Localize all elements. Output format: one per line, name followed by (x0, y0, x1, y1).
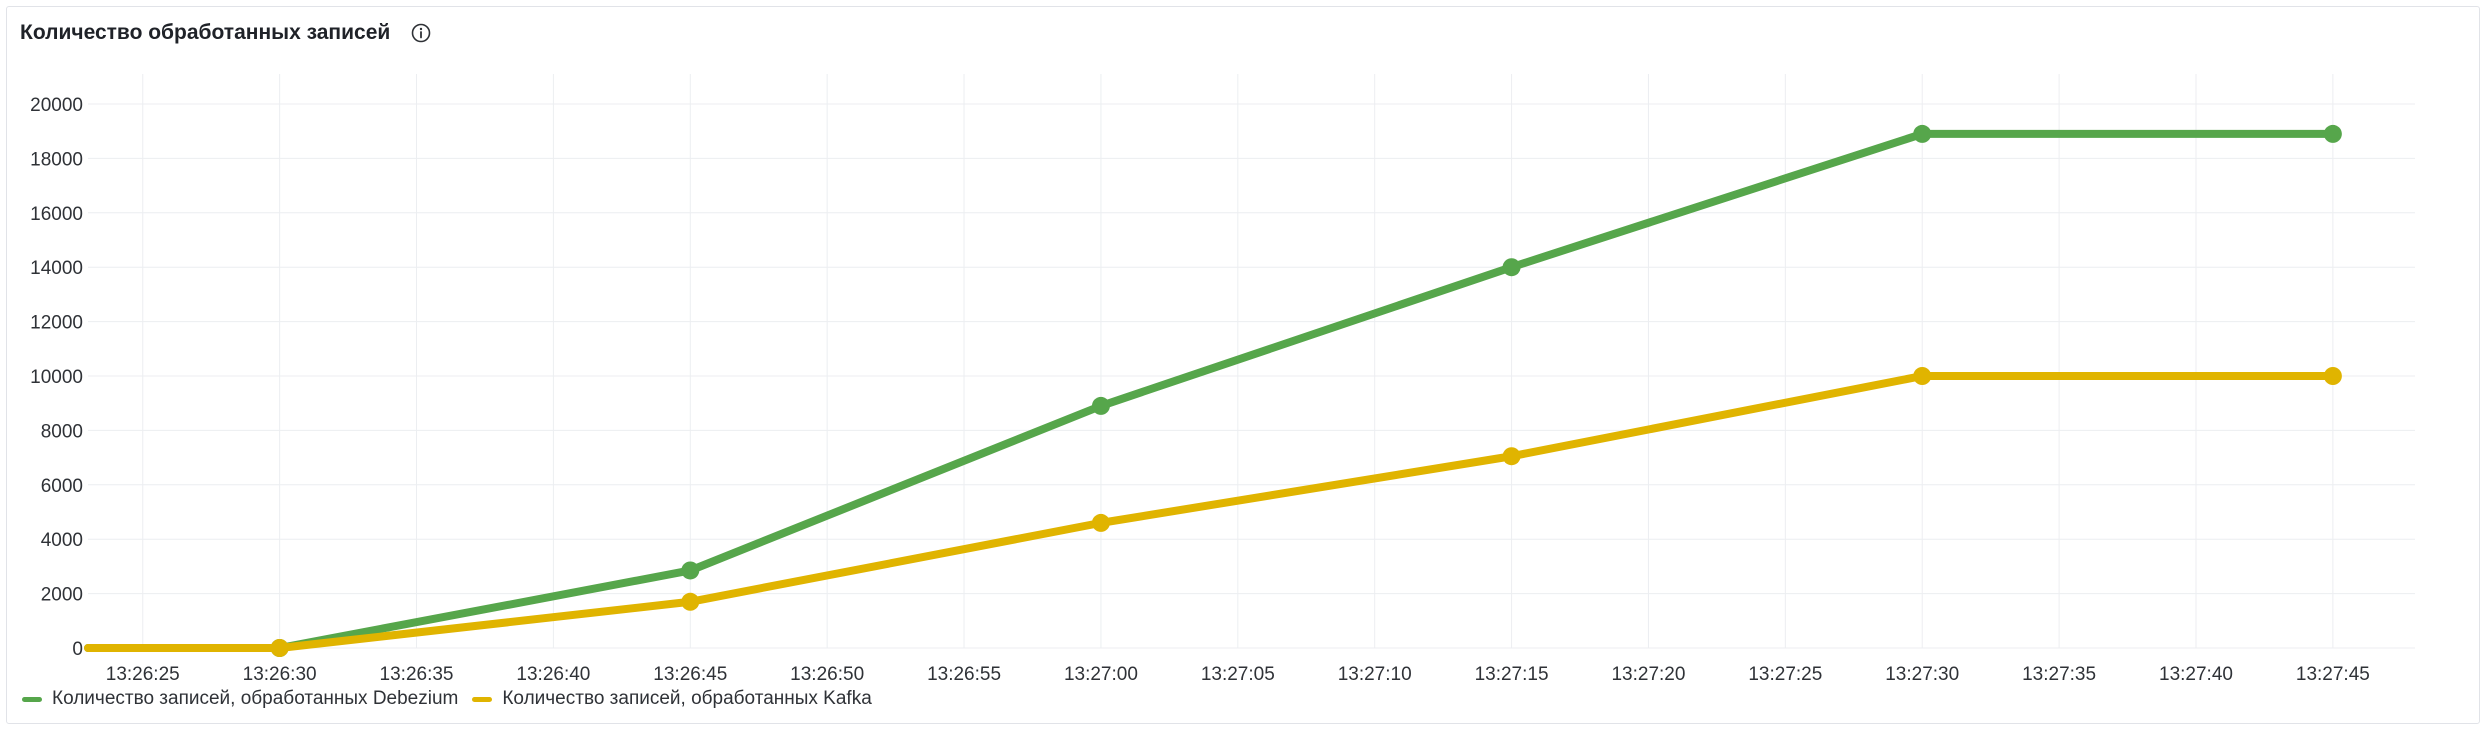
data-point (2323, 367, 2342, 385)
data-point (1502, 258, 1521, 277)
x-tick-label: 13:27:05 (1201, 664, 1275, 685)
x-tick-label: 13:27:45 (2296, 664, 2370, 685)
x-tick-label: 13:26:35 (380, 664, 454, 685)
x-tick-label: 13:26:55 (927, 664, 1001, 685)
legend-label: Количество записей, обработанных Debeziu… (52, 688, 459, 709)
data-point (2323, 124, 2342, 143)
x-tick-label: 13:27:15 (1475, 664, 1549, 685)
y-tick-label: 10000 (30, 367, 83, 388)
info-circle-icon[interactable] (410, 22, 432, 44)
legend-item[interactable]: Количество записей, обработанных Debeziu… (22, 688, 458, 710)
y-axis: 0 2000 4000 6000 8000 10000 12000 14000 16000 180… (30, 95, 83, 660)
y-tick-label: 14000 (30, 258, 83, 279)
data-point (1913, 124, 1932, 143)
x-tick-label: 13:26:50 (790, 664, 864, 685)
y-tick-label: 0 (72, 639, 83, 660)
legend: Количество записей, обработанных Debeziu… (22, 688, 872, 710)
data-point (681, 592, 700, 611)
x-tick-label: 13:27:20 (1611, 664, 1685, 685)
legend-label: Количество записей, обработанных Kafka (502, 688, 872, 709)
y-tick-label: 8000 (41, 421, 83, 442)
x-tick-label: 13:27:10 (1338, 664, 1412, 685)
x-tick-label: 13:27:30 (1885, 664, 1959, 685)
x-tick-label: 13:27:25 (1748, 664, 1822, 685)
legend-swatch (472, 696, 493, 702)
x-tick-label: 13:26:25 (106, 664, 180, 685)
x-tick-label: 13:27:00 (1064, 664, 1138, 685)
panel-title: Количество обработанных записей (20, 21, 391, 44)
data-point (681, 561, 700, 580)
y-tick-label: 2000 (41, 585, 83, 606)
series-line (84, 372, 2337, 652)
x-tick-label: 13:27:40 (2159, 664, 2233, 685)
data-point (270, 639, 289, 657)
y-tick-label: 18000 (30, 149, 83, 170)
series-1 (84, 124, 2342, 657)
series-layer (84, 124, 2342, 657)
x-tick-label: 13:26:30 (243, 664, 317, 685)
series-2 (84, 367, 2342, 657)
x-tick-label: 13:26:45 (653, 664, 727, 685)
legend-item[interactable]: Количество записей, обработанных Kafka (472, 688, 872, 710)
grid (88, 74, 2415, 649)
y-tick-label: 12000 (30, 313, 83, 334)
chart-panel: Количество обработанных записей (6, 6, 2480, 724)
y-tick-label: 20000 (30, 95, 83, 116)
panel-header: Количество обработанных записей (20, 21, 432, 45)
data-point (1502, 447, 1521, 466)
data-point (1091, 513, 1110, 532)
legend-swatch (22, 696, 42, 702)
x-tick-label: 13:26:40 (516, 664, 590, 685)
x-axis: 13:26:25 13:26:30 13:26:35 13:26:40 13:26:45… (106, 664, 2370, 685)
y-tick-label: 16000 (30, 204, 83, 225)
y-tick-label: 4000 (41, 530, 83, 551)
x-tick-label: 13:27:35 (2022, 664, 2096, 685)
data-point (1913, 367, 1932, 385)
series-line (84, 129, 2337, 652)
data-point (1091, 396, 1110, 415)
y-tick-label: 6000 (41, 476, 83, 497)
